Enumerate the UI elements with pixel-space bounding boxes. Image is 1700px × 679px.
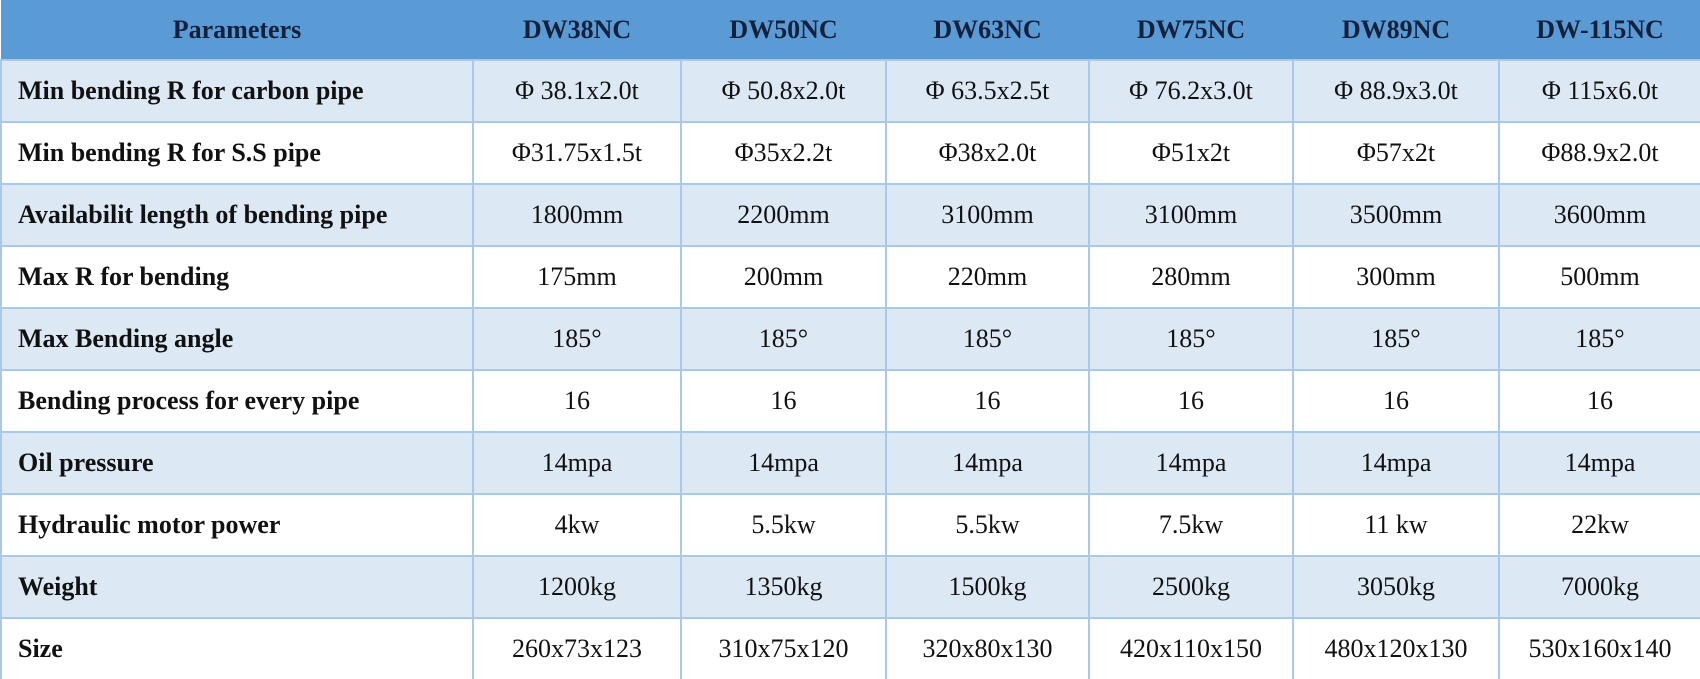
table-body: Min bending R for carbon pipe Φ 38.1x2.0t… xyxy=(0,59,1700,679)
parameter-name: Weight xyxy=(0,555,474,619)
value-cell: 320x80x130 xyxy=(885,617,1090,679)
header-cell: DW89NC xyxy=(1293,0,1499,60)
value-cell: Φ 50.8x2.0t xyxy=(680,59,887,123)
value-cell: Φ51x2t xyxy=(1088,121,1294,185)
value-cell: 3100mm xyxy=(885,183,1090,247)
value-cell: 16 xyxy=(885,369,1090,433)
value-cell: 16 xyxy=(680,369,887,433)
header-row: Parameters DW38NC DW50NC DW63NC DW75NC DW89NC… xyxy=(1,0,1700,60)
value-cell: 530x160x140 xyxy=(1498,617,1700,679)
value-cell: 175mm xyxy=(472,245,682,309)
value-cell: 480x120x130 xyxy=(1292,617,1500,679)
value-cell: 3050kg xyxy=(1292,555,1500,619)
value-cell: 185° xyxy=(1498,307,1700,371)
value-cell: Φ35x2.2t xyxy=(680,121,887,185)
header-cell: DW38NC xyxy=(473,0,681,60)
value-cell: 5.5kw xyxy=(680,493,887,557)
value-cell: 14mpa xyxy=(472,431,682,495)
value-cell: 220mm xyxy=(885,245,1090,309)
value-cell: 185° xyxy=(680,307,887,371)
value-cell: 300mm xyxy=(1292,245,1500,309)
value-cell: Φ31.75x1.5t xyxy=(472,121,682,185)
value-cell: 185° xyxy=(885,307,1090,371)
parameter-name: Hydraulic motor power xyxy=(0,493,474,557)
value-cell: 22kw xyxy=(1498,493,1700,557)
value-cell: 14mpa xyxy=(1088,431,1294,495)
value-cell: 500mm xyxy=(1498,245,1700,309)
value-cell: 1800mm xyxy=(472,183,682,247)
header-cell: Parameters xyxy=(1,0,473,60)
value-cell: 260x73x123 xyxy=(472,617,682,679)
value-cell: 16 xyxy=(1088,369,1294,433)
value-cell: Φ57x2t xyxy=(1292,121,1500,185)
value-cell: 14mpa xyxy=(1498,431,1700,495)
value-cell: 16 xyxy=(472,369,682,433)
value-cell: 2500kg xyxy=(1088,555,1294,619)
value-cell: 3500mm xyxy=(1292,183,1500,247)
value-cell: 2200mm xyxy=(680,183,887,247)
parameter-name: Oil pressure xyxy=(0,431,474,495)
parameter-name: Min bending R for carbon pipe xyxy=(0,59,474,123)
table-row: Min bending R for S.S pipe Φ31.75x1.5t Φ35… xyxy=(0,121,1700,185)
value-cell: 4kw xyxy=(472,493,682,557)
parameter-name: Max Bending angle xyxy=(0,307,474,371)
value-cell: 1500kg xyxy=(885,555,1090,619)
value-cell: Φ 88.9x3.0t xyxy=(1292,59,1500,123)
value-cell: 1350kg xyxy=(680,555,887,619)
parameter-name: Bending process for every pipe xyxy=(0,369,474,433)
table-row: Max R for bending 175mm 200mm 220mm 280mm 300… xyxy=(0,245,1700,309)
table-row: Oil pressure 14mpa 14mpa 14mpa 14mpa 14mpa 14m… xyxy=(0,431,1700,495)
value-cell: 7000kg xyxy=(1498,555,1700,619)
header-cell: DW50NC xyxy=(681,0,886,60)
value-cell: 16 xyxy=(1498,369,1700,433)
value-cell: 280mm xyxy=(1088,245,1294,309)
value-cell: 185° xyxy=(1292,307,1500,371)
table-row: Hydraulic motor power 4kw 5.5kw 5.5kw 7.5kw 1… xyxy=(0,493,1700,557)
value-cell: Φ 63.5x2.5t xyxy=(885,59,1090,123)
value-cell: Φ 115x6.0t xyxy=(1498,59,1700,123)
value-cell: 14mpa xyxy=(885,431,1090,495)
value-cell: 14mpa xyxy=(1292,431,1500,495)
value-cell: 7.5kw xyxy=(1088,493,1294,557)
table-row: Min bending R for carbon pipe Φ 38.1x2.0t… xyxy=(0,59,1700,123)
parameter-name: Size xyxy=(0,617,474,679)
value-cell: 3100mm xyxy=(1088,183,1294,247)
value-cell: Φ 38.1x2.0t xyxy=(472,59,682,123)
parameter-name: Max R for bending xyxy=(0,245,474,309)
value-cell: 11 kw xyxy=(1292,493,1500,557)
value-cell: Φ38x2.0t xyxy=(885,121,1090,185)
value-cell: 14mpa xyxy=(680,431,887,495)
value-cell: 310x75x120 xyxy=(680,617,887,679)
value-cell: Φ 76.2x3.0t xyxy=(1088,59,1294,123)
parameter-name: Min bending R for S.S pipe xyxy=(0,121,474,185)
value-cell: 3600mm xyxy=(1498,183,1700,247)
value-cell: 185° xyxy=(472,307,682,371)
header-cell: DW63NC xyxy=(886,0,1089,60)
value-cell: 200mm xyxy=(680,245,887,309)
value-cell: 5.5kw xyxy=(885,493,1090,557)
value-cell: 420x110x150 xyxy=(1088,617,1294,679)
header-cell: DW-115NC xyxy=(1499,0,1700,60)
table-row: Weight 1200kg 1350kg 1500kg 2500kg 3050kg 7000… xyxy=(0,555,1700,619)
table-row: Bending process for every pipe 16 16 16 16 16… xyxy=(0,369,1700,433)
value-cell: 1200kg xyxy=(472,555,682,619)
value-cell: Φ88.9x2.0t xyxy=(1498,121,1700,185)
value-cell: 185° xyxy=(1088,307,1294,371)
parameter-name: Availabilit length of bending pipe xyxy=(0,183,474,247)
value-cell: 16 xyxy=(1292,369,1500,433)
table-row: Max Bending angle 185° 185° 185° 185° 185° 185… xyxy=(0,307,1700,371)
table-row: Availabilit length of bending pipe 1800mm… xyxy=(0,183,1700,247)
table-row: Size 260x73x123 310x75x120 320x80x130 420x11… xyxy=(0,617,1700,679)
header-cell: DW75NC xyxy=(1089,0,1293,60)
